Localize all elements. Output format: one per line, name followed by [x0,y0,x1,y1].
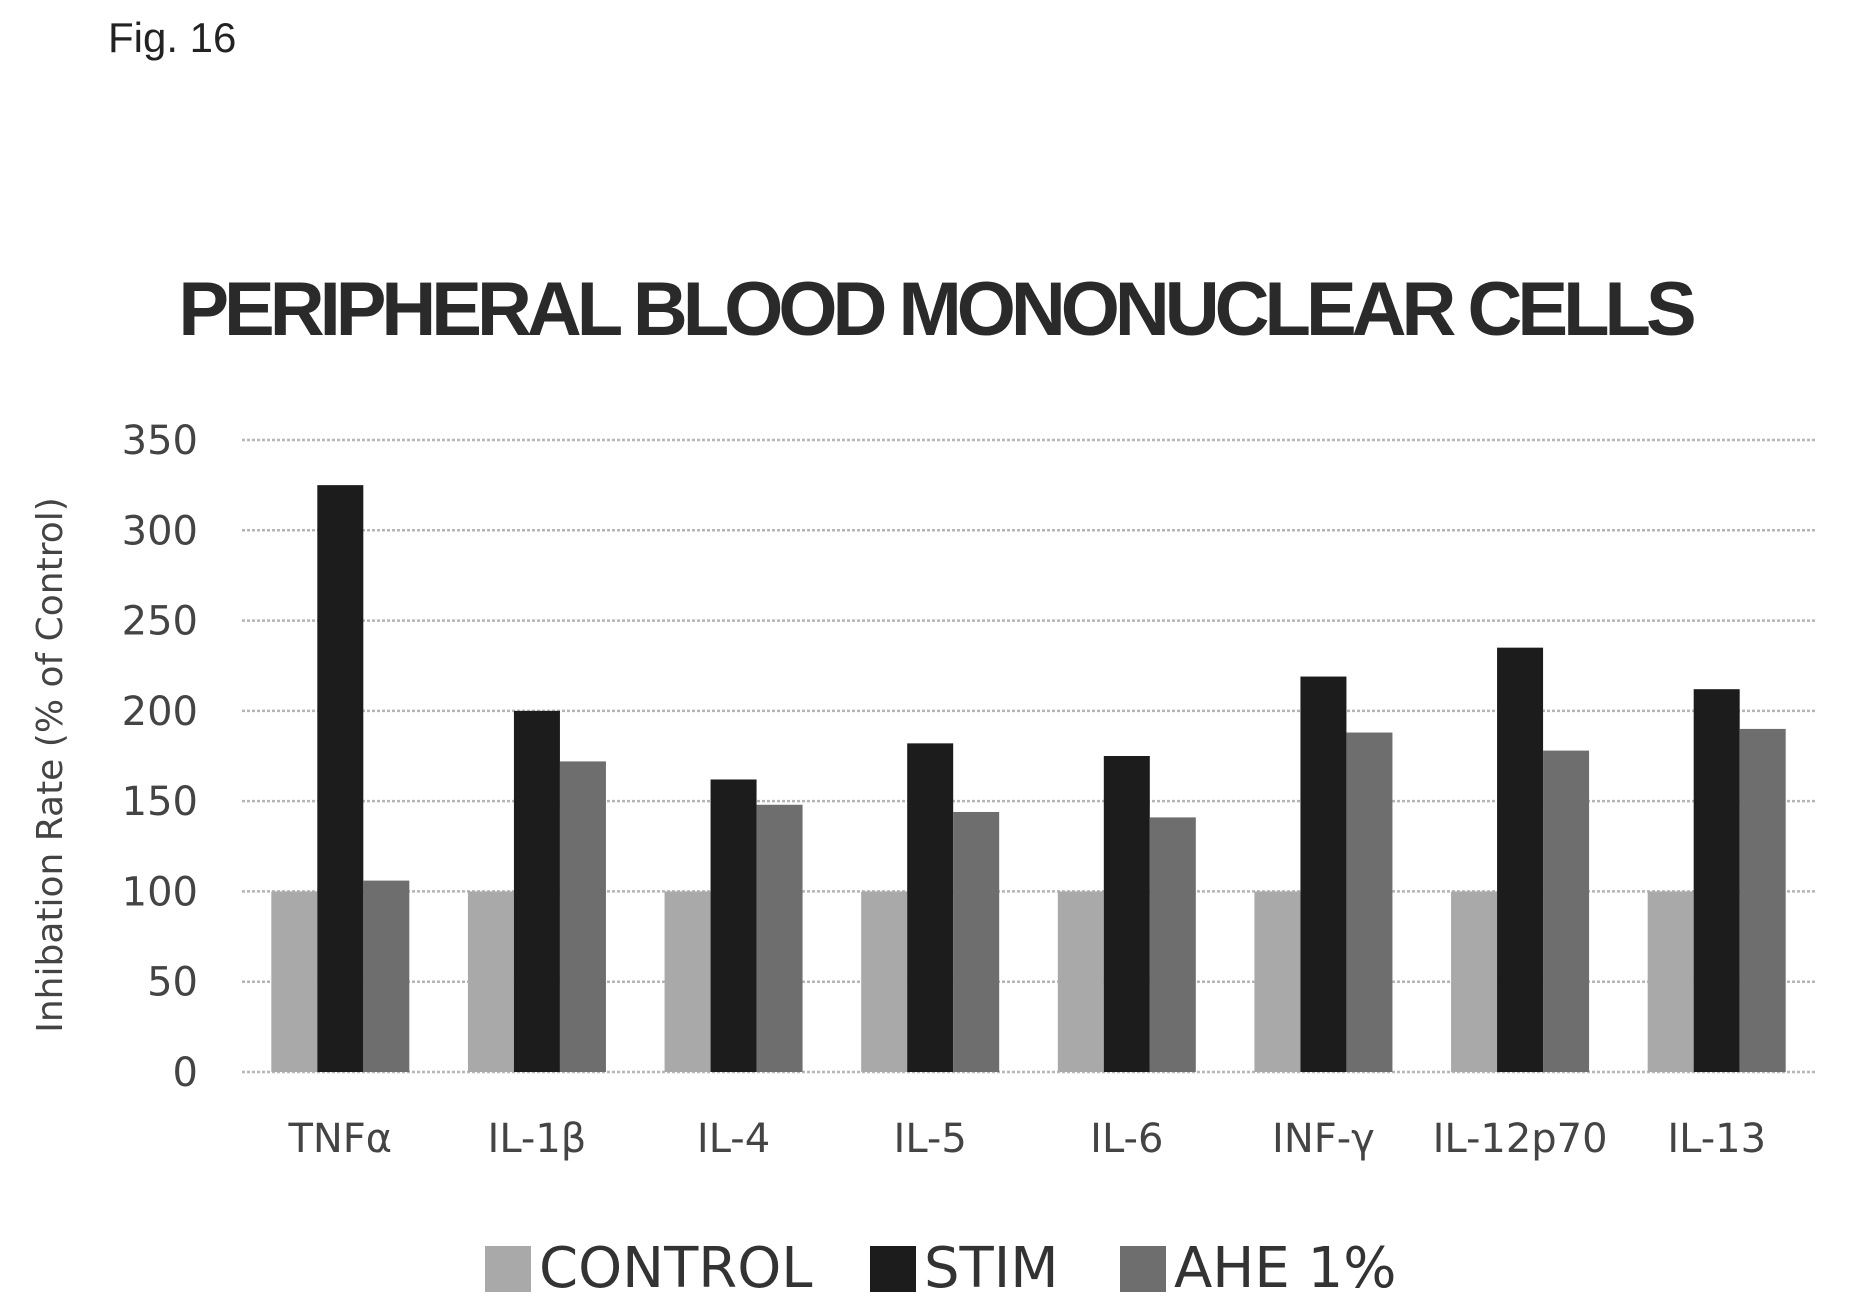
bar-stim [1103,756,1150,1072]
bar-stim [710,779,757,1072]
y-tick-label: 300 [122,508,198,554]
bar-control [1057,891,1104,1072]
y-tick-label: 50 [147,960,198,1006]
x-category-label: IL-4 [697,1116,770,1162]
bar-control [861,891,908,1072]
bars [271,485,1786,1073]
bar-stim [907,743,954,1072]
legend-swatch [1120,1246,1166,1292]
bar-ahe-1- [1739,728,1786,1072]
bar-ahe-1- [1543,750,1590,1072]
y-tick-label: 350 [122,418,198,464]
bar-ahe-1- [1149,817,1196,1072]
x-category-label: INF-γ [1272,1116,1375,1162]
legend-swatch [870,1246,916,1292]
legend-label: STIM [924,1236,1059,1301]
bar-control [664,891,711,1072]
x-category-label: TNFα [287,1116,392,1162]
x-category-label: IL-5 [894,1116,967,1162]
bar-stim [1300,676,1347,1072]
figure-label: Fig. 16 [108,14,237,61]
y-tick-label: 250 [122,599,198,645]
bar-ahe-1- [363,880,410,1072]
x-category-label: IL-12p70 [1433,1116,1608,1162]
bar-stim [1693,689,1740,1072]
bar-ahe-1- [559,761,606,1072]
x-category-label: IL-13 [1667,1116,1766,1162]
x-category-label: IL-1β [488,1116,587,1162]
y-tick-label: 150 [122,779,198,825]
bar-ahe-1- [756,804,803,1072]
bar-control [1254,891,1301,1072]
bar-ahe-1- [1346,732,1393,1072]
bar-control [271,891,318,1072]
bar-stim [1497,647,1544,1072]
y-axis-ticks: 0 50 100 150 200 250 300 350 [122,418,198,1096]
bar-control [467,891,514,1072]
y-tick-label: 200 [122,689,198,735]
bar-control [1647,891,1694,1072]
y-axis-label: Inhibation Rate (% of Control) [30,497,71,1033]
bar-ahe-1- [953,811,1000,1072]
bar-stim [513,710,560,1072]
chart-title: PERIPHERAL BLOOD MONONUCLEAR CELLS [178,267,1694,352]
legend: CONTROL STIM AHE 1% [485,1236,1396,1301]
legend-label: AHE 1% [1174,1236,1396,1301]
x-axis-categories: TNFα IL-1β IL-4 IL-5 IL-6 INF-γ IL-12p70 IL-13 [287,1116,1766,1162]
y-tick-label: 0 [173,1050,198,1096]
bar-control [1451,891,1498,1072]
y-tick-label: 100 [122,869,198,915]
legend-label: CONTROL [539,1236,812,1301]
legend-swatch [485,1246,531,1292]
x-category-label: IL-6 [1090,1116,1163,1162]
bar-stim [317,485,364,1073]
